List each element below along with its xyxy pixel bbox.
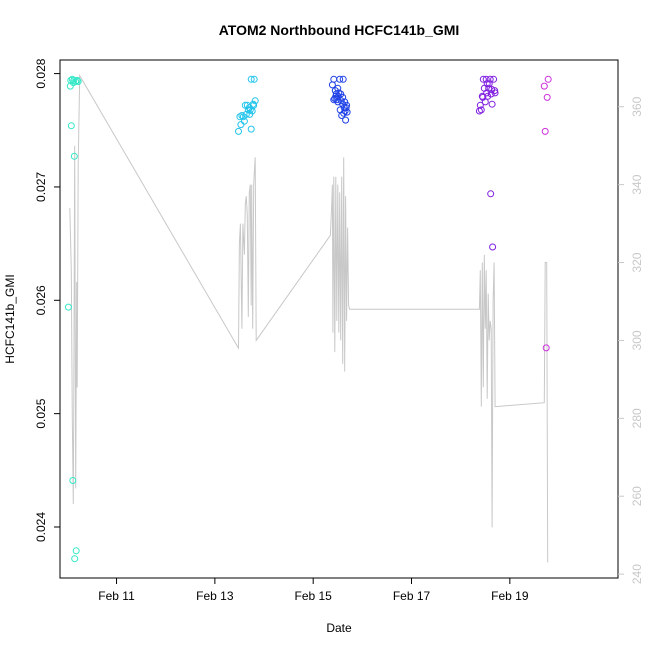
scatter-point	[64, 303, 72, 311]
scatter-point	[250, 101, 258, 109]
scatter-point	[339, 93, 347, 101]
scatter-point	[246, 110, 254, 118]
scatter-series	[64, 75, 552, 563]
scatter-point	[342, 104, 350, 112]
scatter-point	[67, 122, 75, 130]
x-tick-label: Feb 15	[295, 589, 333, 603]
y-axis: 0.024 0.025 0.026 0.027 0.028	[34, 58, 60, 542]
y-tick-label: 0.024	[34, 512, 48, 542]
y2-tick-label: 360	[630, 96, 644, 116]
scatter-point	[476, 101, 484, 109]
scatter-point	[338, 112, 346, 119]
scatter-point	[540, 82, 548, 90]
scatter-point	[330, 75, 338, 83]
scatter-point	[488, 86, 496, 93]
scatter-point	[479, 75, 487, 83]
scatter-point	[343, 108, 351, 116]
scatter-point	[485, 80, 493, 88]
scatter-point	[237, 121, 245, 129]
scatter-point	[247, 75, 255, 83]
y-axis-label: HCFC141b_GMI	[3, 274, 17, 363]
scatter-point	[235, 127, 242, 135]
scatter-point	[543, 93, 551, 101]
x-axis-label: Date	[326, 621, 352, 635]
scatter-point	[484, 92, 492, 100]
y-tick-label: 0.028	[34, 58, 48, 88]
scatter-point	[334, 84, 342, 92]
scatter-point	[490, 75, 498, 83]
scatter-point	[69, 477, 77, 484]
y-tick-label: 0.027	[34, 172, 48, 202]
scatter-point	[247, 125, 255, 133]
scatter-point	[477, 106, 485, 114]
x-tick-label: Feb 11	[98, 589, 135, 603]
scatter-point	[238, 112, 246, 119]
scatter-point	[74, 78, 82, 85]
y2-tick-label: 260	[630, 486, 644, 506]
scatter-point	[544, 75, 552, 83]
scatter-point	[334, 98, 342, 106]
scatter-point	[479, 93, 487, 101]
scatter-point	[487, 190, 495, 198]
scatter-point	[240, 117, 248, 125]
scatter-point	[330, 96, 338, 104]
scatter-point	[342, 116, 350, 124]
y2-tick-label: 300	[630, 330, 644, 350]
scatter-point	[250, 75, 258, 83]
scatter-point	[70, 152, 78, 160]
plot-frame	[59, 59, 619, 579]
scatter-point	[486, 75, 494, 83]
x-axis: Feb 11 Feb 13 Feb 15 Feb 17 Feb 19	[98, 578, 529, 603]
scatter-point	[251, 97, 259, 105]
x-tick-label: Feb 19	[491, 589, 529, 603]
scatter-point	[337, 90, 345, 98]
scatter-point	[71, 555, 79, 563]
scatter-point	[242, 110, 250, 118]
y-tick-label: 0.026	[34, 285, 48, 315]
scatter-point	[339, 75, 347, 83]
scatter-point	[483, 89, 491, 97]
line-series	[69, 73, 549, 563]
scatter-point	[542, 344, 550, 352]
scatter-point	[488, 100, 496, 108]
chart-title: ATOM2 Northbound HCFC141b_GMI	[219, 22, 460, 38]
y2-tick-label: 240	[630, 564, 644, 584]
x-tick-label: Feb 13	[196, 589, 234, 603]
scatter-point	[73, 76, 81, 84]
scatter-point	[328, 81, 336, 89]
scatter-point	[72, 78, 80, 85]
line-series-path	[69, 73, 549, 563]
scatter-point	[337, 97, 345, 105]
y2-axis: 240 260 280 300 320 340 360	[618, 96, 644, 584]
scatter-point	[489, 243, 497, 251]
scatter-point	[336, 75, 344, 83]
x-tick-label: Feb 17	[393, 589, 431, 603]
scatter-point	[541, 127, 549, 135]
y2-tick-label: 280	[630, 408, 644, 428]
y2-tick-label: 340	[630, 174, 644, 194]
y-tick-label: 0.025	[34, 398, 48, 428]
scatter-point	[72, 547, 80, 555]
y2-tick-label: 320	[630, 252, 644, 272]
